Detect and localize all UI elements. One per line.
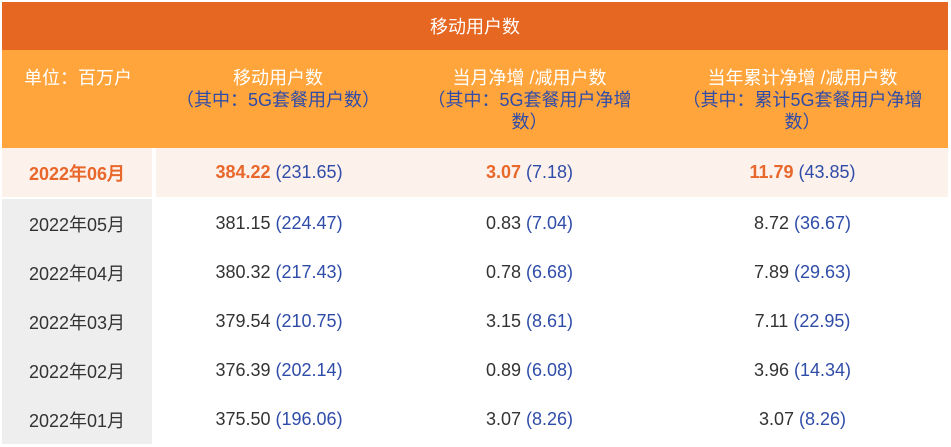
ytd-cell: 8.72 (36.67) [657,198,948,248]
users-cell: 381.15 (224.47) [154,198,402,248]
month-cell: 2022年04月 [2,248,156,297]
header-label: 单位：百万户 [24,68,132,88]
table-row: 2022年03月 379.54 (210.75) 3.15 (8.61) 7.11 (… [2,297,948,346]
header-unit: 单位：百万户 [2,50,154,148]
table-row: 2022年04月 380.32 (217.43) 0.78 (6.68) 7.89 (… [2,248,948,297]
monthly-value: 3.07 [485,162,521,182]
monthly-5g-value: (7.18) [526,162,574,182]
month-label: 2022年05月 [28,214,126,235]
table-row: 2022年06月 384.22 (231.65) 3.07 (7.18) 11.79 … [2,148,948,199]
monthly-cell: 0.78 (6.68) [402,248,657,297]
users-5g-value: (217.43) [275,262,343,282]
monthly-value: 3.15 [485,311,521,331]
monthly-cell: 0.89 (6.08) [402,346,657,395]
users-cell: 375.50 (196.06) [154,395,402,444]
ytd-value: 8.72 [753,213,789,233]
users-5g-value: (224.47) [275,213,343,233]
users-value: 384.22 [215,162,271,182]
header-users: 移动用户数 （其中：5G套餐用户数） [154,50,402,148]
users-value: 375.50 [215,409,271,429]
users-cell: 379.54 (210.75) [154,297,402,346]
monthly-5g-value: (8.26) [526,409,574,429]
ytd-value: 7.89 [753,262,789,282]
header-sublabel: （其中：5G套餐用户净增数） [427,90,632,132]
mobile-users-table: 单位：百万户 移动用户数 （其中：5G套餐用户数） 当月净增 /减用户数 （其中：5… [2,50,948,444]
header-monthly: 当月净增 /减用户数 （其中：5G套餐用户净增数） [402,50,657,148]
ytd-5g-value: (14.34) [794,360,852,380]
month-cell: 2022年01月 [2,395,156,444]
header-row: 单位：百万户 移动用户数 （其中：5G套餐用户数） 当月净增 /减用户数 （其中：5… [2,50,948,148]
header-ytd: 当年累计净增 /减用户数 （其中：累计5G套餐用户净增数） [657,50,948,148]
header-label: 当月净增 /减用户数 [452,68,607,88]
users-value: 376.39 [215,360,271,380]
month-cell: 2022年02月 [2,346,156,395]
users-cell: 380.32 (217.43) [154,248,402,297]
ytd-value: 11.79 [749,162,794,182]
month-label: 2022年02月 [28,361,126,382]
table-row: 2022年01月 375.50 (196.06) 3.07 (8.26) 3.07 (… [2,395,948,444]
users-5g-value: (202.14) [275,360,343,380]
monthly-5g-value: (7.04) [526,213,574,233]
header-sublabel: （其中：累计5G套餐用户净增数） [682,90,923,132]
ytd-cell: 7.11 (22.95) [657,297,948,346]
users-value: 379.54 [215,311,271,331]
month-label: 2022年01月 [28,410,126,431]
table-row: 2022年02月 376.39 (202.14) 0.89 (6.08) 3.96 (… [2,346,948,395]
header-sublabel: （其中：5G套餐用户数） [175,90,380,110]
ytd-value: 3.07 [758,409,794,429]
ytd-value: 3.96 [753,360,789,380]
ytd-value: 7.11 [754,311,789,331]
header-label: 移动用户数 [233,68,323,88]
users-5g-value: (210.75) [275,311,343,331]
users-5g-value: (231.65) [275,162,343,182]
table-row: 2022年05月 381.15 (224.47) 0.83 (7.04) 8.72 (… [2,198,948,248]
ytd-cell: 11.79 (43.85) [657,148,948,199]
month-cell: 2022年06月 [2,148,156,199]
users-cell: 384.22 (231.65) [154,148,402,199]
table-title: 移动用户数 [2,2,948,50]
ytd-5g-value: (43.85) [798,162,856,182]
ytd-cell: 3.07 (8.26) [657,395,948,444]
month-label: 2022年03月 [28,312,126,333]
monthly-cell: 3.07 (7.18) [402,148,657,199]
month-label: 2022年04月 [28,263,126,284]
ytd-cell: 3.96 (14.34) [657,346,948,395]
ytd-5g-value: (36.67) [794,213,852,233]
monthly-value: 0.83 [485,213,521,233]
month-cell: 2022年05月 [2,198,156,248]
monthly-5g-value: (6.68) [526,262,574,282]
ytd-5g-value: (22.95) [793,311,851,331]
ytd-5g-value: (29.63) [794,262,852,282]
monthly-cell: 3.07 (8.26) [402,395,657,444]
users-value: 380.32 [215,262,271,282]
monthly-5g-value: (6.08) [526,360,574,380]
monthly-value: 0.78 [485,262,521,282]
monthly-value: 3.07 [485,409,521,429]
header-label: 当年累计净增 /减用户数 [707,68,898,88]
monthly-cell: 0.83 (7.04) [402,198,657,248]
month-cell: 2022年03月 [2,297,156,346]
month-label: 2022年06月 [28,163,126,184]
monthly-5g-value: (8.61) [526,311,574,331]
users-5g-value: (196.06) [275,409,343,429]
ytd-cell: 7.89 (29.63) [657,248,948,297]
ytd-5g-value: (8.26) [799,409,847,429]
monthly-cell: 3.15 (8.61) [402,297,657,346]
users-value: 381.15 [215,213,271,233]
users-cell: 376.39 (202.14) [154,346,402,395]
monthly-value: 0.89 [485,360,521,380]
